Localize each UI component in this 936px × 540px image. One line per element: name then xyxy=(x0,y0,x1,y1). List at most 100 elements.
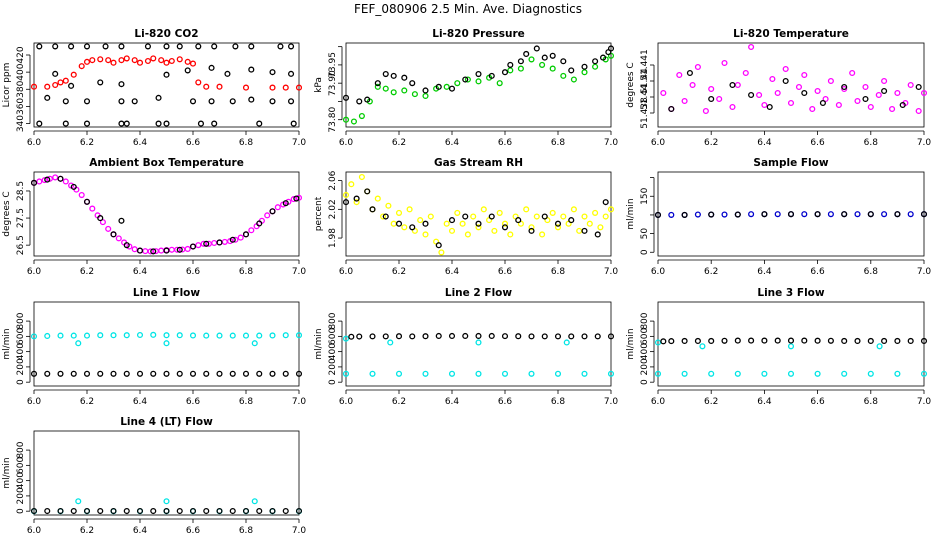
data-point-reference xyxy=(197,120,205,127)
data-point-main xyxy=(44,332,51,340)
data-point-main xyxy=(528,56,535,63)
data-point-reference xyxy=(581,227,588,234)
data-point-reference xyxy=(409,224,416,231)
x-tick-label: 7.0 xyxy=(917,267,932,277)
data-point-main xyxy=(417,217,424,224)
x-tick-label: 6.8 xyxy=(864,267,879,277)
data-point-main xyxy=(144,57,152,65)
data-point-reference xyxy=(787,211,795,218)
data-point-main xyxy=(203,332,210,339)
chart-panel: Li-820 CO2 Licor ppm 6.0 6.2 6.4 6.6 6.8 7.0 340… xyxy=(2,28,306,148)
data-point-reference xyxy=(782,77,789,85)
data-point-main xyxy=(422,92,429,100)
data-point-main xyxy=(105,57,112,64)
data-point-reference xyxy=(123,120,130,127)
data-point-reference xyxy=(390,72,397,79)
data-point-main xyxy=(358,173,365,181)
data-point-reference xyxy=(748,91,755,99)
x-tick-label: 6.4 xyxy=(445,267,460,277)
data-point-reference xyxy=(189,370,197,377)
data-point-main xyxy=(563,339,570,346)
plot-frame xyxy=(345,171,612,257)
data-point-main xyxy=(295,84,303,91)
data-point-main xyxy=(168,57,175,65)
data-point-reference xyxy=(155,94,162,101)
data-point-main xyxy=(592,63,599,70)
panel-title: Line 3 Flow xyxy=(757,287,824,299)
data-point-main xyxy=(454,209,461,216)
data-point-reference xyxy=(97,79,104,86)
data-point-reference xyxy=(163,43,170,50)
data-point-main xyxy=(787,343,795,350)
x-tick-label: 6.2 xyxy=(704,267,718,277)
data-point-main xyxy=(395,370,403,377)
x-tick-label: 6.8 xyxy=(864,138,879,148)
panel-title: Li-820 CO2 xyxy=(134,28,198,40)
data-point-reference xyxy=(97,370,104,377)
y-tick-label: 1.98 xyxy=(328,228,338,248)
data-point-reference xyxy=(83,120,91,127)
chart-panel: Line 1 Flow ml/min 6.0 6.2 6.4 6.6 6.8 7.0 0 2004… xyxy=(2,287,306,407)
data-point-reference xyxy=(52,70,59,77)
data-point-reference xyxy=(123,370,130,377)
data-point-main xyxy=(251,340,258,347)
x-tick-label: 6.6 xyxy=(810,267,825,277)
x-tick-label: 6.4 xyxy=(757,138,772,148)
data-point-main xyxy=(36,178,43,185)
data-point-reference xyxy=(841,83,848,91)
data-point-main xyxy=(274,204,281,211)
data-point-reference xyxy=(528,227,535,234)
data-point-main xyxy=(295,194,303,201)
data-point-main xyxy=(57,332,64,339)
plot-frame xyxy=(657,42,925,128)
data-point-reference xyxy=(814,211,821,218)
data-point-reference xyxy=(462,213,469,220)
data-point-reference xyxy=(282,200,289,207)
y-tick-label: 73.80 xyxy=(328,107,338,133)
data-point-main xyxy=(894,370,901,377)
data-point-reference xyxy=(568,333,575,340)
data-point-main xyxy=(748,43,755,51)
data-point-main xyxy=(242,332,250,339)
y-axis-label: percent xyxy=(314,196,324,231)
data-point-reference xyxy=(136,507,144,515)
data-point-main xyxy=(801,71,808,79)
x-tick-label: 6.8 xyxy=(551,267,566,277)
data-point-reference xyxy=(229,98,236,105)
data-point-reference xyxy=(229,370,236,377)
y-axis-label: ml/min xyxy=(314,328,324,359)
data-point-main xyxy=(459,220,466,227)
data-point-reference xyxy=(475,332,482,340)
data-point-main xyxy=(105,225,112,232)
data-point-reference xyxy=(136,370,144,377)
data-point-main xyxy=(694,211,701,218)
y-tick-label: 26.5 xyxy=(16,235,26,255)
data-point-main xyxy=(581,69,588,76)
data-point-main xyxy=(507,231,514,238)
y-axis-label: Licor ppm xyxy=(2,63,12,108)
data-point-main xyxy=(282,84,289,91)
data-point-reference xyxy=(920,337,928,344)
y-tick-label: 400 xyxy=(328,343,338,360)
data-point-reference xyxy=(163,247,170,254)
chart-panel: Line 2 Flow ml/min 6.0 6.2 6.4 6.6 6.8 7.0 0 2004… xyxy=(314,287,618,407)
y-tick-label: 0 xyxy=(16,508,26,514)
data-point-main xyxy=(163,498,170,505)
plot-frame xyxy=(657,171,925,257)
data-point-reference xyxy=(541,54,548,61)
plot-frame xyxy=(33,301,300,387)
data-point-reference xyxy=(907,337,914,344)
data-point-reference xyxy=(369,206,376,213)
x-tick-label: 6.0 xyxy=(339,138,354,148)
data-point-main xyxy=(782,65,789,73)
data-point-reference xyxy=(136,247,144,254)
y-tick-label: 420 xyxy=(16,46,26,63)
data-point-reference xyxy=(686,69,693,77)
data-point-reference xyxy=(881,87,888,95)
data-point-reference xyxy=(97,507,104,515)
y-axis-label: ml/min xyxy=(626,198,636,229)
data-point-main xyxy=(57,79,64,86)
data-point-reference xyxy=(195,43,202,50)
data-point-main xyxy=(282,332,289,339)
